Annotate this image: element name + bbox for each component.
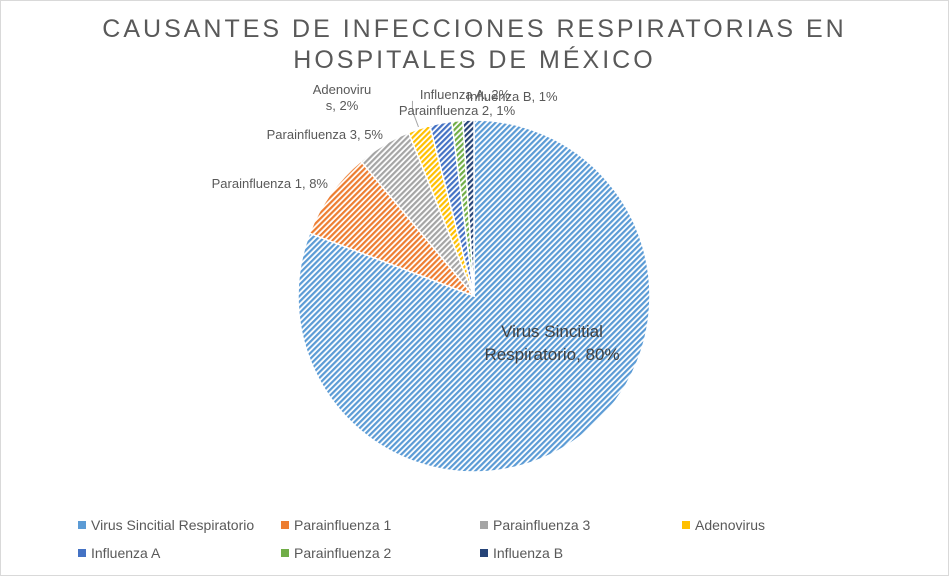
legend-swatch [682,521,690,529]
chart-title: CAUSANTES DE INFECCIONES RESPIRATORIAS E… [0,14,949,76]
pie-slice-influenza-b [462,119,475,297]
legend-swatch [78,521,86,529]
legend-item-virus-sincitial: Virus Sincitial Respiratorio [78,517,254,533]
legend-swatch [480,521,488,529]
legend: Virus Sincitial Respiratorio Parainfluen… [78,517,898,573]
data-label-adenovirus: Adenoviru s, 2% [313,82,372,113]
legend-label: Virus Sincitial Respiratorio [91,517,255,533]
legend-label: Parainfluenza 2 [294,545,392,561]
legend-item-influenza-a: Influenza A [78,545,160,561]
legend-item-parainfluenza-3: Parainfluenza 3 [480,517,590,533]
data-label-parainfluenza-1: Parainfluenza 1, 8% [212,176,329,191]
legend-label: Adenovirus [695,517,766,533]
data-label-influenza-a: Influenza A, 2% [420,87,511,102]
leader-line-adenovirus [411,100,419,128]
legend-label: Parainfluenza 1 [294,517,392,533]
legend-row-2: Influenza A Parainfluenza 2 Influenza B [78,545,898,573]
data-label-parainfluenza-2: Parainfluenza 2, 1% [399,103,516,118]
data-label-parainfluenza-3: Parainfluenza 3, 5% [267,127,384,142]
pie-slice-parainfluenza-1 [308,160,477,298]
legend-label: Influenza A [91,545,161,561]
legend-swatch [78,549,86,557]
legend-item-adenovirus: Adenovirus [682,517,765,533]
legend-item-influenza-b: Influenza B [480,545,563,561]
chart-title-line-2: HOSPITALES DE MÉXICO [293,46,656,74]
data-label-virus-sincitial-respiratorio: Virus Sincitial Respiratorio, 80% [484,322,619,364]
legend-swatch [281,549,289,557]
legend-swatch [480,549,488,557]
legend-label: Parainfluenza 3 [493,517,591,533]
legend-row-1: Virus Sincitial Respiratorio Parainfluen… [78,517,898,545]
legend-swatch [281,521,289,529]
chart-title-line-1: CAUSANTES DE INFECCIONES RESPIRATORIAS E… [102,15,847,43]
legend-item-parainfluenza-1: Parainfluenza 1 [281,517,391,533]
legend-item-parainfluenza-2: Parainfluenza 2 [281,545,391,561]
legend-label: Influenza B [493,545,564,561]
data-label-influenza-b: Influenza B, 1% [466,89,557,104]
